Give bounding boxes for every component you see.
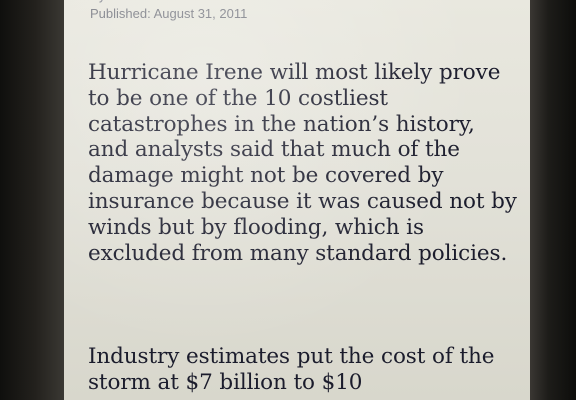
article-paragraph-2: Industry estimates put the cost of the s… xyxy=(88,344,495,395)
device-bezel-left xyxy=(0,0,64,400)
article-published-date: Published: August 31, 2011 xyxy=(90,6,248,21)
article-paragraph-1: Hurricane Irene will most likely prove t… xyxy=(88,60,517,266)
article-screen[interactable]: By MICHAEL COOPER Published: August 31, … xyxy=(64,0,530,400)
article-byline[interactable]: By MICHAEL COOPER xyxy=(90,0,229,3)
device-bezel-right xyxy=(530,0,576,400)
